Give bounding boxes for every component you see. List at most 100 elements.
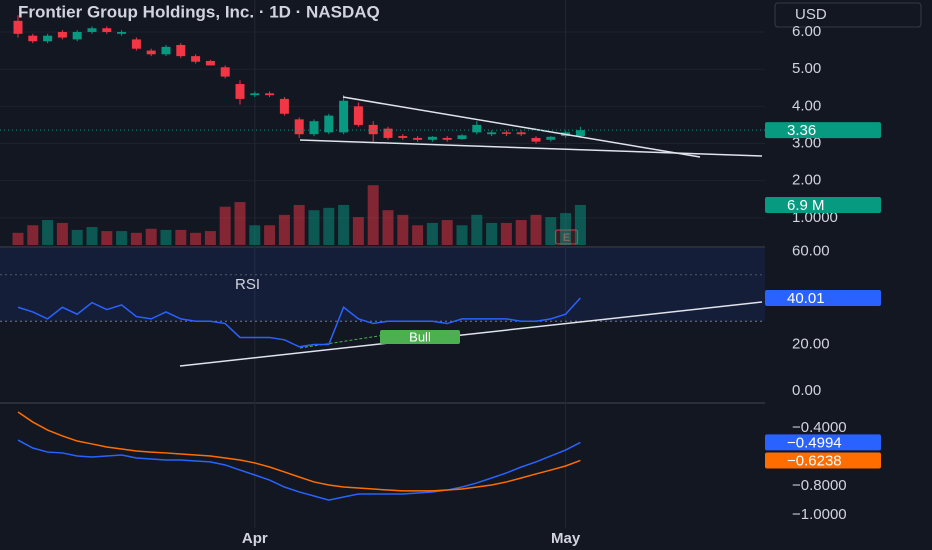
volume-bar [397,214,409,245]
bull-box [380,330,460,344]
candle-body [13,20,23,34]
volume-bar [560,213,572,245]
candle-body [72,31,82,40]
volume-bar [338,204,350,245]
candle-body [442,137,452,140]
candle-body [487,132,497,135]
indicator-line [17,297,581,348]
candle-body [294,119,304,135]
y-tick-label: 2.00 [792,172,821,189]
volume-bar [574,204,586,245]
candle-body [265,93,275,96]
volume-bar [56,222,68,245]
candle-body [546,136,556,140]
volume-label: 6.9 M [787,197,825,214]
last-value-label-box [765,289,881,306]
indicator-line [17,439,581,501]
candle-body [205,60,215,66]
volume-bar [441,220,453,245]
last-value-label: 40.01 [787,290,825,307]
candle-body [309,121,319,135]
volume-bar [412,225,424,245]
candle-body [531,137,541,142]
candle-body [161,46,171,55]
volume-bar [264,225,276,245]
last-value-label: −0.6238 [787,452,842,469]
volume-bar [175,229,187,245]
volume-bar [352,217,364,245]
candle-body [413,137,423,140]
y-tick-label: 5.00 [792,60,821,77]
candle-body [220,67,230,77]
volume-bar [71,229,83,245]
volume-bar [204,231,216,245]
bull-label: Bull [409,329,431,344]
volume-bar [234,202,246,245]
volume-bar [116,231,128,245]
candle-body [191,56,201,62]
candle-body [324,115,334,133]
indicator-line [17,411,581,492]
last-value-label-box [765,434,881,451]
candle-body [353,106,363,125]
candle-body [57,31,67,38]
candle-body [131,39,141,49]
candle-body [516,132,526,135]
volume-bar [42,220,54,245]
volume-bar [27,225,39,245]
volume-bar [515,220,527,245]
volume-bar [145,228,157,245]
volume-bar [160,229,172,245]
y-tick-label: 1.0000 [792,209,838,226]
y-tick-label: −0.4000 [792,419,847,436]
currency-button[interactable] [774,2,922,28]
candle-body [575,130,585,137]
volume-bar [545,217,557,245]
chart-title: Frontier Group Holdings, Inc. · 1D · NAS… [18,2,380,21]
candle-body [43,35,53,42]
y-tick-label: 20.00 [792,335,830,352]
candle-body [501,132,511,134]
volume-bar [382,210,394,245]
volume-bar [86,227,98,245]
y-tick-label: 4.00 [792,97,821,114]
volume-bar [130,232,142,245]
last-value-label: −0.4994 [787,434,842,451]
volume-bar [101,231,113,245]
volume-bar [293,204,305,245]
currency-label[interactable]: USD [795,6,827,23]
y-tick-label: 3.00 [792,134,821,151]
y-tick-label: −0.8000 [792,477,847,494]
candle-body [87,28,97,32]
trendline [299,139,763,157]
volume-bar [530,214,542,245]
candle-body [457,135,467,140]
candle-body [117,31,127,34]
y-tick-label: −1.0000 [792,506,847,523]
y-tick-label: 0.00 [792,382,821,399]
candle-body [235,84,245,99]
trendline [342,96,701,158]
x-tick-label: May [551,530,581,547]
volume-bar [500,222,512,245]
volume-bar [456,225,468,245]
volume-bar [12,232,24,245]
divergence-line [299,334,386,349]
candle-body [146,50,156,55]
y-tick-label: 6.00 [792,23,821,40]
rsi-band [0,248,765,322]
last-price-label-box [765,122,881,139]
volume-bar [426,222,438,245]
last-price-label: 3.36 [787,122,816,139]
volume-bar [219,206,231,245]
indicator-title: RSI [235,276,260,293]
volume-bar [190,232,202,245]
volume-label-box [765,197,881,213]
last-value-label-box [765,452,881,469]
volume-bar [323,207,335,245]
x-tick-label: Apr [242,530,268,547]
candle-body [339,100,349,133]
volume-bar [471,214,483,245]
volume-bar [486,222,498,245]
candle-body [279,98,289,114]
